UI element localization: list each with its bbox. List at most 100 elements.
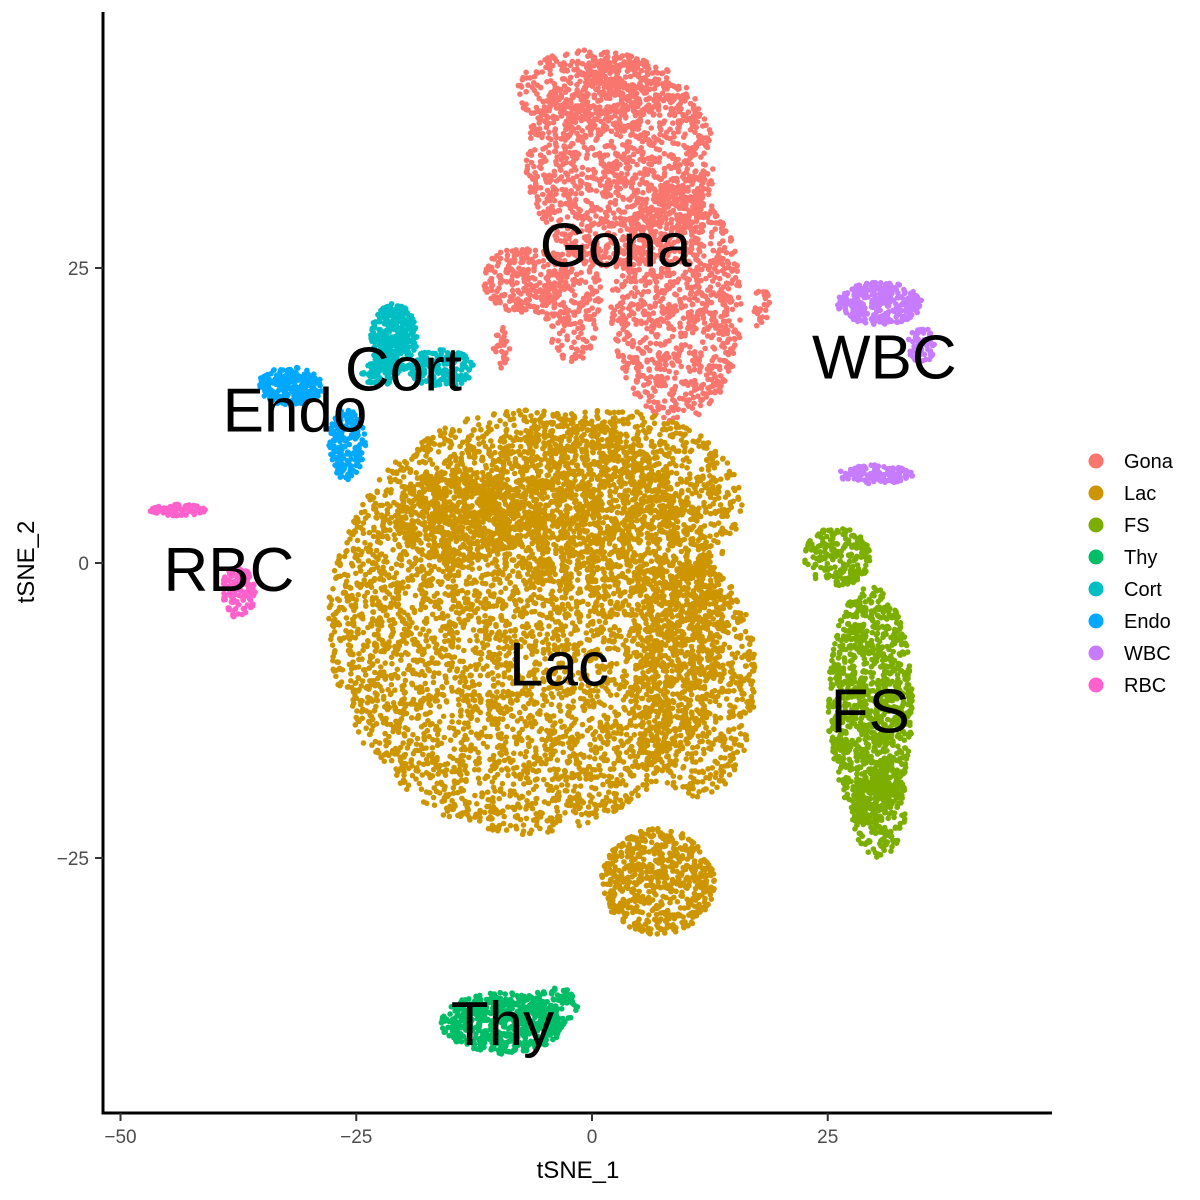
point-gona [515,250,522,256]
point-gona [531,267,537,274]
point-lac [456,719,462,725]
point-gona [664,134,670,141]
point-lac [379,502,386,509]
point-gona [731,261,738,267]
point-gona [496,273,502,279]
point-lac [483,773,490,779]
point-lac [528,413,534,419]
point-gona [660,120,667,126]
point-gona [660,404,667,411]
point-gona [544,79,550,85]
point-gona [691,319,698,325]
point-gona [678,303,685,310]
point-gona [574,82,580,88]
point-lac [537,586,543,593]
point-gona [568,100,574,106]
point-gona [589,145,596,152]
point-gona [582,80,589,86]
point-lac [414,735,421,742]
point-gona [659,201,665,208]
point-gona [574,50,581,56]
point-gona [542,173,549,179]
point-gona [572,111,579,118]
point-gona [527,303,534,309]
point-lac [620,697,627,703]
point-gona [723,280,730,287]
point-gona [677,101,683,107]
point-gona [675,125,681,132]
point-gona [675,196,681,202]
point-gona [591,175,597,182]
point-gona [528,159,535,166]
point-gona [573,346,580,353]
point-lac [435,771,442,777]
point-gona [593,109,600,116]
point-lac [477,672,484,679]
point-gona [689,329,696,336]
point-lac [485,691,491,698]
point-gona [579,113,585,120]
point-gona [631,188,638,194]
point-gona [609,287,616,293]
point-gona [660,318,667,325]
point-gona [581,97,587,103]
point-gona [561,144,568,150]
point-lac [387,623,394,629]
point-lac [524,602,531,609]
point-gona [724,258,731,265]
point-gona [710,166,716,172]
point-gona [511,259,517,266]
point-gona [521,248,528,254]
point-gona [687,100,694,107]
point-gona [504,269,511,275]
point-gona [648,204,655,211]
point-gona [634,195,641,201]
point-gona [551,197,558,204]
point-gona [631,310,637,317]
point-gona [608,168,614,175]
point-gona [762,307,769,313]
point-gona [521,285,527,292]
point-gona [718,323,724,329]
point-gona [590,335,596,341]
point-gona [556,176,563,182]
point-gona [543,316,549,322]
point-gona [574,61,581,67]
point-lac [611,760,617,767]
point-gona [567,80,574,86]
point-gona [673,369,679,376]
point-gona [564,68,571,74]
point-lac [435,660,441,666]
point-gona [643,89,649,96]
point-gona [698,206,704,212]
point-gona [687,324,694,331]
point-gona [712,274,718,281]
point-gona [662,81,668,87]
point-gona [656,147,663,153]
point-gona [690,203,696,210]
point-gona [666,338,672,344]
point-gona [604,179,611,186]
point-gona [644,359,650,365]
point-gona [680,407,687,414]
point-gona [509,248,516,254]
point-gona [700,214,706,221]
point-gona [630,385,637,392]
point-gona [700,140,707,147]
point-gona [634,161,640,168]
point-gona [518,309,525,315]
point-gona [494,263,501,269]
point-gona [542,200,548,206]
point-gona [591,94,598,101]
point-gona [710,380,717,387]
point-gona [598,97,604,103]
point-gona [604,108,611,114]
point-gona [632,112,639,119]
point-gona [686,296,693,303]
point-gona [656,175,662,181]
point-gona [534,70,541,76]
point-gona [566,321,572,327]
point-gona [669,360,675,366]
point-gona [699,396,706,403]
point-gona [591,54,598,61]
